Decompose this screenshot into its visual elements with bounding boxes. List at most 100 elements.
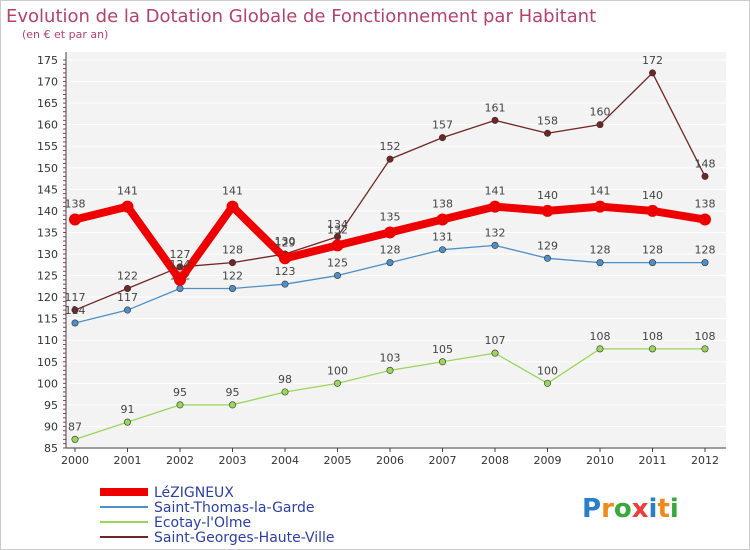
data-point [176, 263, 184, 271]
x-tick-label: 2007 [429, 454, 457, 467]
chart-subtitle: (en € et par an) [22, 28, 108, 41]
data-point [596, 121, 604, 129]
x-tick-label: 2010 [586, 454, 614, 467]
data-label: 140 [642, 189, 663, 202]
data-label: 103 [380, 351, 401, 364]
data-point [541, 204, 554, 217]
data-label: 87 [68, 420, 82, 433]
data-label: 105 [432, 343, 453, 356]
data-label: 95 [226, 386, 240, 399]
data-label: 141 [485, 185, 506, 198]
data-label: 138 [695, 198, 716, 211]
data-label: 124 [170, 258, 191, 271]
data-label: 141 [117, 185, 138, 198]
y-tick-label: 170 [37, 76, 58, 89]
data-point [438, 358, 446, 366]
data-point [229, 259, 237, 267]
data-point [229, 284, 237, 292]
data-point [121, 200, 134, 213]
data-label: 148 [695, 157, 716, 170]
data-label: 160 [590, 106, 611, 119]
data-point [699, 213, 711, 226]
x-tick-label: 2003 [219, 454, 247, 467]
y-tick-label: 140 [37, 205, 58, 218]
data-label: 108 [642, 330, 663, 343]
data-point [543, 379, 551, 387]
data-point [646, 204, 659, 217]
data-point [279, 252, 291, 265]
data-point [491, 116, 499, 124]
data-label: 141 [222, 185, 243, 198]
y-tick-label: 110 [37, 334, 58, 347]
y-tick-label: 120 [37, 291, 58, 304]
legend-label: Saint-Thomas-la-Garde [154, 500, 315, 516]
data-label: 117 [117, 291, 138, 304]
data-point [489, 200, 501, 213]
data-label: 161 [485, 101, 506, 114]
data-point [594, 200, 606, 213]
data-label: 100 [327, 364, 348, 377]
data-label: 128 [380, 244, 401, 257]
data-label: 98 [278, 373, 292, 386]
data-label: 130 [275, 235, 296, 248]
data-point [701, 259, 709, 267]
data-point [543, 254, 551, 262]
x-tick-label: 2005 [324, 454, 352, 467]
data-point [124, 418, 132, 426]
legend: LéZIGNEUXSaint-Thomas-la-GardeEcotay-l'O… [100, 485, 335, 546]
legend-label: Saint-Georges-Haute-Ville [154, 530, 335, 546]
x-tick-label: 2006 [376, 454, 404, 467]
data-label: 127 [170, 248, 191, 261]
data-point [438, 246, 446, 254]
chart-title: Evolution de la Dotation Globale de Fonc… [6, 6, 596, 27]
y-tick-label: 125 [37, 270, 58, 283]
data-label: 172 [642, 54, 663, 67]
x-tick-label: 2001 [114, 454, 142, 467]
data-label: 107 [485, 334, 506, 347]
y-tick-label: 160 [37, 119, 58, 132]
data-label: 128 [642, 244, 663, 257]
legend-label: LéZIGNEUX [154, 485, 234, 501]
data-label: 114 [65, 304, 86, 317]
data-point [176, 401, 184, 409]
data-point [701, 345, 709, 353]
x-tick-label: 2008 [481, 454, 509, 467]
data-label: 129 [537, 239, 558, 252]
data-label: 158 [537, 114, 558, 127]
data-label: 140 [537, 189, 558, 202]
y-tick-label: 105 [37, 356, 58, 369]
x-tick-label: 2004 [271, 454, 299, 467]
data-label: 157 [432, 119, 453, 132]
data-label: 138 [432, 198, 453, 211]
data-label: 135 [380, 210, 401, 223]
data-point [648, 345, 656, 353]
data-point [543, 129, 551, 137]
x-tick-label: 2011 [639, 454, 667, 467]
data-label: 128 [695, 244, 716, 257]
data-point [333, 272, 341, 280]
data-label: 122 [222, 269, 243, 282]
data-point [281, 388, 289, 396]
data-label: 131 [432, 231, 453, 244]
data-label: 132 [485, 226, 506, 239]
data-point [596, 259, 604, 267]
y-tick-label: 130 [37, 248, 58, 261]
data-label: 122 [117, 269, 138, 282]
data-label: 123 [275, 265, 296, 278]
y-tick-label: 85 [44, 442, 58, 455]
data-point [491, 241, 499, 249]
x-tick-label: 2009 [534, 454, 562, 467]
y-tick-label: 115 [37, 313, 58, 326]
data-label: 91 [121, 403, 135, 416]
y-tick-label: 100 [37, 377, 58, 390]
data-point [386, 259, 394, 267]
y-tick-label: 165 [37, 97, 58, 110]
data-point [648, 69, 656, 77]
data-label: 132 [327, 223, 348, 236]
data-label: 128 [590, 244, 611, 257]
y-tick-label: 95 [44, 399, 58, 412]
data-point [438, 134, 446, 142]
legend-label: Ecotay-l'Olme [154, 515, 251, 531]
data-label: 141 [590, 185, 611, 198]
data-point [436, 213, 449, 226]
